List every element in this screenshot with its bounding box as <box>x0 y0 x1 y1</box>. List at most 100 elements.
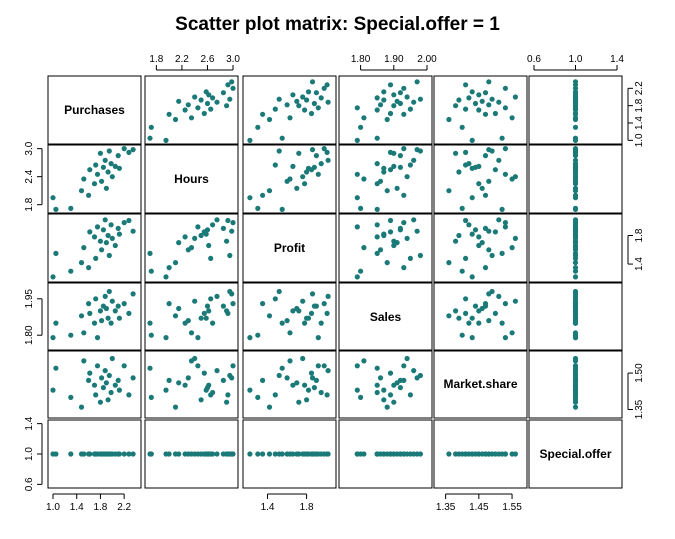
data-point <box>361 176 367 182</box>
data-point <box>476 163 482 169</box>
data-point <box>109 174 115 180</box>
panel-frame <box>338 213 433 283</box>
data-point <box>294 305 300 312</box>
data-point <box>81 176 87 182</box>
data-point <box>102 157 108 163</box>
data-point <box>148 394 154 400</box>
data-point <box>112 308 118 314</box>
data-point <box>572 178 579 184</box>
data-point <box>198 97 204 103</box>
data-point <box>572 320 579 326</box>
data-point <box>572 252 579 259</box>
data-point <box>210 389 216 396</box>
tick-label: 2.2 <box>634 81 645 95</box>
tick-label: 1.80 <box>24 325 35 345</box>
data-point <box>220 377 226 383</box>
data-point <box>381 169 387 175</box>
data-point <box>206 308 212 314</box>
panel-frame <box>528 213 623 283</box>
data-point <box>204 303 211 309</box>
panel-frame <box>47 75 142 145</box>
data-point <box>476 242 482 249</box>
data-point <box>384 188 390 194</box>
data-point <box>479 240 485 246</box>
data-point <box>315 363 321 369</box>
data-point <box>284 178 290 184</box>
data-point <box>374 161 380 167</box>
data-point <box>225 217 231 224</box>
data-point <box>102 293 108 299</box>
data-point <box>182 107 188 113</box>
data-point <box>509 245 515 251</box>
data-point <box>325 157 331 163</box>
data-point <box>305 451 312 457</box>
data-point <box>374 222 380 228</box>
data-point <box>220 225 226 231</box>
data-point <box>486 451 492 457</box>
panel-Purchases-vs-Profit <box>242 75 337 145</box>
data-point <box>401 111 407 117</box>
data-point <box>105 232 111 239</box>
data-point <box>115 303 121 309</box>
data-point <box>266 404 273 410</box>
data-point <box>377 247 384 253</box>
panel-frame <box>528 419 623 489</box>
data-point <box>321 301 327 307</box>
data-point <box>354 387 360 393</box>
data-point <box>572 205 579 211</box>
tick-label: 1.4 <box>70 502 84 513</box>
data-point <box>387 229 394 235</box>
panel-Purchases-vs-Market.share <box>433 75 528 145</box>
data-point <box>208 255 214 261</box>
data-point <box>103 305 109 312</box>
data-point <box>469 451 475 457</box>
data-point <box>53 250 59 256</box>
data-point <box>572 315 579 321</box>
data-point <box>97 238 103 244</box>
data-point <box>287 358 293 364</box>
data-point <box>354 274 360 280</box>
panel-Profit-vs-Market.share <box>433 213 528 283</box>
panel-Special.offer-vs-Sales <box>338 419 433 489</box>
data-point <box>294 98 300 104</box>
panel-Market.share-vs-Special.offer <box>528 349 623 419</box>
tick-label: 1.55 <box>502 502 522 513</box>
data-point <box>192 355 198 362</box>
tick-label: 1.0 <box>634 133 645 147</box>
data-point <box>502 105 508 111</box>
data-point <box>172 313 179 319</box>
data-point <box>469 195 475 201</box>
data-point <box>358 205 364 211</box>
data-point <box>374 451 380 457</box>
data-point <box>384 116 390 123</box>
data-point <box>479 185 485 191</box>
data-point <box>230 220 236 226</box>
data-point <box>102 368 108 374</box>
data-point <box>456 232 462 239</box>
data-point <box>572 387 579 393</box>
data-point <box>166 451 172 457</box>
data-point <box>391 103 397 109</box>
data-point <box>225 82 231 88</box>
tick-label: 1.8 <box>634 228 645 242</box>
data-point <box>411 99 417 105</box>
data-point <box>210 451 216 457</box>
panel-Purchases-vs-Special.offer <box>528 75 623 145</box>
data-point <box>166 265 172 271</box>
data-point <box>112 163 118 169</box>
data-point <box>407 392 413 398</box>
data-point <box>53 320 59 326</box>
data-point <box>172 260 179 266</box>
data-point <box>572 247 579 253</box>
tick-label: 1.0 <box>24 447 35 461</box>
data-point <box>502 224 508 230</box>
data-point <box>456 451 462 457</box>
data-point <box>354 363 360 369</box>
data-point <box>446 313 452 319</box>
panel-frame <box>338 349 433 419</box>
panel-frame <box>47 282 142 352</box>
data-point <box>97 308 103 314</box>
data-point <box>482 111 489 117</box>
data-point <box>201 310 207 316</box>
data-point <box>459 205 465 211</box>
